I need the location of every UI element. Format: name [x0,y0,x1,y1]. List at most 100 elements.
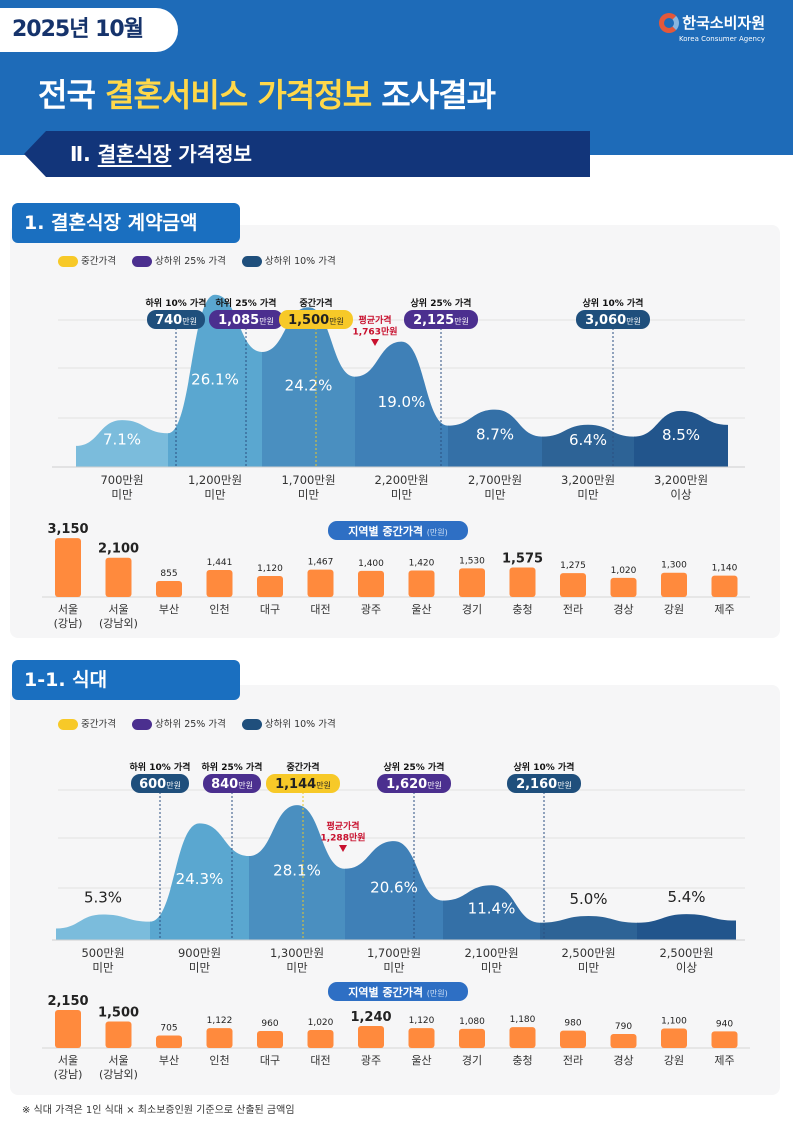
marker-title-line: 하위 25% 가격 [202,761,263,773]
marker-title-line: 하위 10% 가격 [146,297,207,309]
marker-unit: 만원 [316,781,331,790]
category-label: 2,500만원 미만 [561,946,615,974]
legend-label: 상하위 10% 가격 [264,256,336,267]
marker-title: 하위 25% 가격 [216,297,277,309]
category-label-line: 2,700만원 [468,473,522,487]
bar-value-label-line: 1,100 [661,1017,687,1027]
band-percent-label-line: 5.4% [667,888,705,906]
marker-title-line: 중간가격 [299,297,332,309]
bar-value-label-line: 1,575 [502,552,543,567]
legend-label: 중간가격 [81,256,116,267]
region-label-line: 광주 [361,603,381,616]
region-label-line: (강남외) [99,1068,138,1081]
region-label: 부산 [159,1054,179,1067]
bar-value-label: 3,150 [47,522,88,537]
band-percent-label-line: 8.7% [476,425,514,443]
region-label: 대전 [310,1054,330,1067]
band-percent-label: 24.2% [285,376,333,394]
logo-subtitle: Korea Consumer Agency [679,35,765,43]
logo: 한국소비자원 Korea Consumer Agency [659,12,765,43]
band-percent-label: 6.4% [569,431,607,449]
marker-title-line: 중간가격 [286,761,319,773]
bar-value-label-line: 1,300 [661,561,687,571]
region-label: 강원 [664,1054,684,1067]
section-rest: 가격정보 [171,142,252,166]
section-keyword: 결혼식장 [97,142,172,166]
bar-value-label: 1,140 [712,564,738,574]
band-percent-label: 5.3% [84,889,122,907]
band-percent-label: 5.4% [667,888,705,906]
region-label: 대전 [310,603,330,616]
region-label: 광주 [361,1054,381,1067]
region-label: 강원 [664,603,684,616]
marker-unit: 만원 [259,317,274,326]
marker-unit: 만원 [238,781,253,790]
category-label: 2,500만원 이상 [659,946,713,974]
header: 2025년 10월 한국소비자원 Korea Consumer Agency 전… [0,0,793,155]
bar-value-label: 1,120 [409,1016,435,1026]
region-label: 경상 [613,603,633,616]
bar-value-label: 1,100 [661,1017,687,1027]
marker-number: 3,060 [585,313,626,328]
bar-value-label: 1,120 [257,564,283,574]
region-label-line: 광주 [361,1054,381,1067]
band-percent-label: 7.1% [103,431,141,449]
region-label-line: 전라 [563,1054,583,1067]
legend-label: 상하위 10% 가격 [264,719,336,730]
marker-value: 2,125만원 [413,313,469,328]
category-label-line: 미만 [286,960,308,974]
marker-unit: 만원 [454,317,469,326]
area-bands [76,294,728,467]
marker-value: 2,160만원 [516,777,572,792]
band-percent-label-line: 5.0% [569,890,607,908]
marker-title: 하위 25% 가격 [202,761,263,773]
legend-swatch [58,719,78,730]
region-label: 충청 [512,1054,532,1067]
bar-value-label-line: 3,150 [47,522,88,537]
bar-value-label: 960 [261,1019,278,1029]
bar-value-label-line: 1,020 [611,566,637,576]
region-label-line: (강남외) [99,617,138,630]
region-label: 서울 (강남외) [99,603,138,630]
bar-value-label: 1,020 [308,1018,334,1028]
region-label: 경기 [462,1054,482,1067]
bar-value-label-line: 1,275 [560,561,586,571]
band-percent-label-line: 7.1% [103,431,141,449]
marker-pill [507,774,581,793]
bar-value-label: 1,080 [459,1017,485,1027]
marker-number: 1,144 [275,777,316,792]
marker-pill [209,310,283,329]
bar [156,581,182,597]
category-label: 3,200만원 이상 [654,473,708,501]
marker-value: 600만원 [139,777,181,792]
marker-unit: 만원 [557,781,572,790]
bar-value-label: 790 [615,1022,632,1032]
bar-value-label: 1,500 [98,1005,139,1020]
bar-value-label: 705 [160,1024,177,1034]
marker-pill [203,774,261,793]
region-label-line: 대구 [260,1054,280,1067]
bar-value-label-line: 980 [564,1019,581,1029]
bar [105,1021,132,1048]
category-label-line: 미만 [383,960,405,974]
region-label-line: 인천 [209,602,229,616]
bar-chart-title: 지역별 중간가격 (만원) [348,985,447,999]
bar-title-unit: (만원) [427,528,448,537]
region-label: 울산 [411,1054,431,1067]
band-percent-label-line: 19.0% [378,393,426,411]
marker-title-line: 하위 25% 가격 [216,297,277,309]
marker-pill [404,310,478,329]
bar [459,568,485,597]
bar-value-label-line: 1,122 [207,1016,233,1026]
region-label-line: 충청 [512,1054,532,1067]
band-percent-label-line: 6.4% [569,431,607,449]
bar-value-label-line: 790 [615,1022,632,1032]
legend-item: 상하위 10% 가격 [241,716,336,730]
region-label-line: 경기 [462,603,482,616]
band-percent-label-line: 26.1% [191,370,239,388]
region-label: 울산 [411,603,431,616]
average-label-line: 1,763만원 [352,325,397,337]
marker-unit: 만원 [427,781,442,790]
region-label: 대구 [260,603,280,616]
bar-value-label-line: 1,441 [207,558,233,568]
